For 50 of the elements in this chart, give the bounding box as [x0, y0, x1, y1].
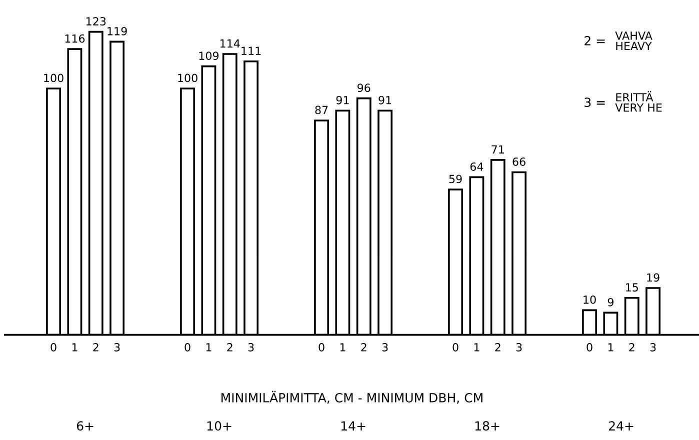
- data-label: 116: [65, 34, 85, 43]
- data-label: 119: [108, 26, 127, 36]
- text: 2: [495, 343, 500, 352]
- series-label: 3: [114, 343, 120, 352]
- annotation: ERITTÄ VERY HE: [615, 91, 662, 112]
- data-label: 91: [378, 96, 392, 104]
- text: 1: [608, 343, 614, 352]
- x-tick-label: 10+: [207, 421, 232, 431]
- text: 1: [340, 343, 346, 352]
- series-label: 0: [50, 343, 56, 352]
- x-axis-title: MINIMILÄPIMITTA, CM - MINIMUM DBH, CM: [222, 390, 482, 404]
- text: 2: [227, 343, 232, 352]
- data-label: 87: [315, 106, 328, 114]
- data-label: 100: [44, 74, 64, 82]
- text: 1: [474, 343, 480, 352]
- text: 0: [318, 343, 324, 352]
- data-label: 111: [242, 46, 261, 55]
- annotation: 3 =: [584, 98, 605, 108]
- annotation: VAHVA HEAVY: [615, 32, 652, 50]
- data-label: 19: [647, 273, 660, 282]
- text: 2: [361, 343, 366, 352]
- text: 0: [184, 343, 190, 352]
- text: 3: [382, 343, 388, 352]
- data-label: 15: [626, 283, 638, 292]
- text: 3: [516, 343, 522, 352]
- text: 2: [629, 343, 634, 352]
- data-label: 100: [178, 74, 198, 82]
- data-label: 123: [86, 17, 106, 26]
- text: 1: [206, 343, 212, 352]
- data-label: 109: [199, 52, 219, 60]
- text: 0: [586, 343, 592, 352]
- data-label: 91: [336, 96, 349, 104]
- series-label: 1: [72, 343, 78, 352]
- data-label: 66: [512, 158, 526, 166]
- series-label: 2: [93, 343, 98, 352]
- x-tick-label: 14+: [341, 421, 366, 430]
- data-label: 114: [220, 39, 240, 48]
- data-label: 9: [608, 298, 614, 306]
- data-label: 64: [470, 162, 484, 171]
- annotation: 2 =: [584, 36, 605, 46]
- data-label: 10: [584, 295, 596, 304]
- data-label: 59: [449, 174, 462, 184]
- text: 3: [650, 343, 656, 352]
- data-label: 96: [358, 84, 370, 92]
- text: 3: [248, 343, 254, 352]
- text: 0: [452, 343, 458, 352]
- x-tick-label: 24+: [609, 421, 634, 430]
- x-tick-label: 6+: [76, 421, 94, 431]
- x-tick-label: 18+: [475, 421, 500, 431]
- data-label: 71: [492, 145, 504, 154]
